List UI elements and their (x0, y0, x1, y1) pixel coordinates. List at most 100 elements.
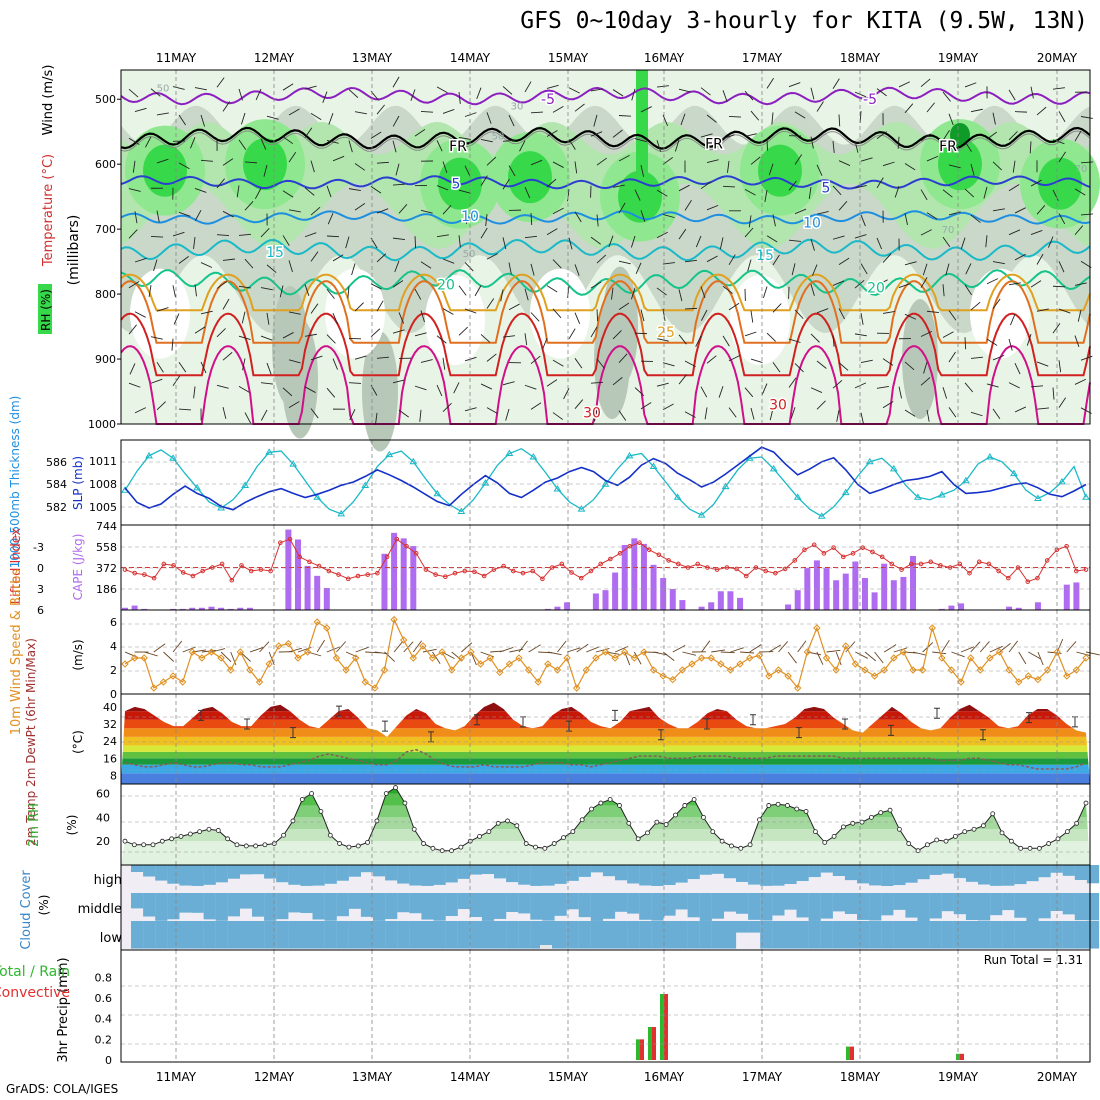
contour-label: FR (705, 136, 723, 152)
wind-barb (200, 262, 213, 268)
wind-barb (524, 186, 531, 199)
contour-label: 10 (803, 216, 821, 232)
temp2m-units-label: (°C) (71, 730, 85, 754)
wind-barb (486, 407, 498, 414)
wind-barb (722, 285, 733, 294)
wind-barb (1058, 111, 1066, 122)
rh-marker (299, 797, 305, 802)
wind-barb (766, 138, 768, 151)
wind-barb (216, 281, 228, 289)
wind-barb (194, 284, 197, 297)
cloud-bar (699, 921, 712, 949)
wind-barb (794, 208, 807, 215)
wind-barb (322, 91, 328, 103)
slp-tick: 1008 (89, 478, 117, 491)
wind-speed-marker (246, 666, 254, 674)
cloud-bar (784, 921, 797, 949)
temp-band (121, 694, 1090, 703)
rh-marker (197, 829, 203, 835)
precip-convective-bar (664, 993, 668, 1060)
cloud-bar (1062, 921, 1075, 949)
cloud-bar (409, 865, 422, 886)
cloud-bar (881, 893, 894, 916)
wind-barb (398, 204, 408, 214)
wind-barb-10m (893, 647, 908, 653)
wind-speed-marker (745, 654, 754, 662)
rh-marker (971, 826, 977, 832)
cape-bar (631, 538, 638, 610)
wind-barb (392, 237, 405, 240)
wind-barb (150, 378, 163, 384)
rh-marker (514, 823, 520, 829)
wind-barb (920, 189, 928, 201)
wind-barb (524, 235, 537, 239)
rh-marker (607, 797, 613, 802)
li-marker (743, 573, 749, 579)
wind-barb (986, 131, 998, 140)
wind-barb (750, 407, 755, 420)
li-marker (384, 554, 390, 560)
rh-contour-label: 30 (511, 102, 524, 113)
wind-barb (618, 155, 630, 162)
cloud-bar (179, 865, 192, 886)
wind-barb (678, 334, 687, 345)
wind-barb (854, 333, 867, 337)
cloud-bar (409, 921, 422, 949)
cloud-bar (796, 865, 809, 882)
cloud-bar (990, 865, 1003, 886)
rh-marker (281, 832, 287, 838)
cloud-bar (554, 893, 567, 916)
cloud-bar (445, 893, 458, 917)
minmax-bar (1026, 712, 1032, 724)
wind-barb (882, 310, 895, 314)
wind-barb (964, 382, 974, 393)
cape-bar (938, 608, 945, 610)
cloud-bar (941, 865, 954, 874)
wind-barb (832, 140, 835, 154)
date-label-top: 16MAY (644, 51, 685, 65)
wind-barb (260, 409, 268, 421)
wind-barb (876, 88, 887, 97)
cloud-bar (276, 893, 289, 920)
thickness-marker (1034, 494, 1042, 501)
wind-barb (948, 351, 956, 363)
rh-marker (309, 791, 315, 796)
wind-speed-marker (553, 666, 562, 674)
cloud-bar (276, 921, 289, 949)
temp-contour-15 (120, 238, 1091, 262)
wind-barb (992, 112, 996, 125)
cape-bar (400, 538, 407, 610)
wind-barb (970, 214, 981, 223)
wind-barb (255, 88, 262, 101)
wind-barb (640, 106, 652, 113)
li-marker (598, 561, 603, 567)
cape-bar (640, 543, 647, 610)
wind-barb (474, 285, 482, 297)
wind-barb-10m (144, 651, 158, 657)
wind-barb (618, 302, 630, 311)
li-marker (326, 568, 332, 574)
wind-barb-10m (787, 651, 797, 664)
temp-band (121, 764, 1090, 774)
cloud-bar (869, 921, 882, 949)
contour-label: 15 (756, 248, 774, 264)
wind-barb (596, 254, 607, 264)
wind-barb (486, 253, 498, 260)
wind-barb (634, 138, 647, 143)
wind-barb (596, 214, 599, 227)
cloud-bar (385, 921, 398, 949)
wind-barb (347, 286, 350, 299)
li-marker (132, 570, 138, 576)
cloud-bar (421, 921, 434, 949)
rh-marker (701, 814, 706, 820)
wind-barb (574, 358, 583, 369)
cloud-bar (397, 865, 410, 884)
wind-barb (812, 264, 818, 276)
wind-barb (552, 161, 564, 168)
wind-barb (700, 133, 713, 138)
cloud-bar (965, 893, 979, 921)
cape-axis-label: CAPE (J/kg) (71, 534, 85, 601)
wind-speed-marker (966, 654, 975, 662)
cape-bar (294, 539, 301, 610)
wind-barb (173, 313, 180, 325)
